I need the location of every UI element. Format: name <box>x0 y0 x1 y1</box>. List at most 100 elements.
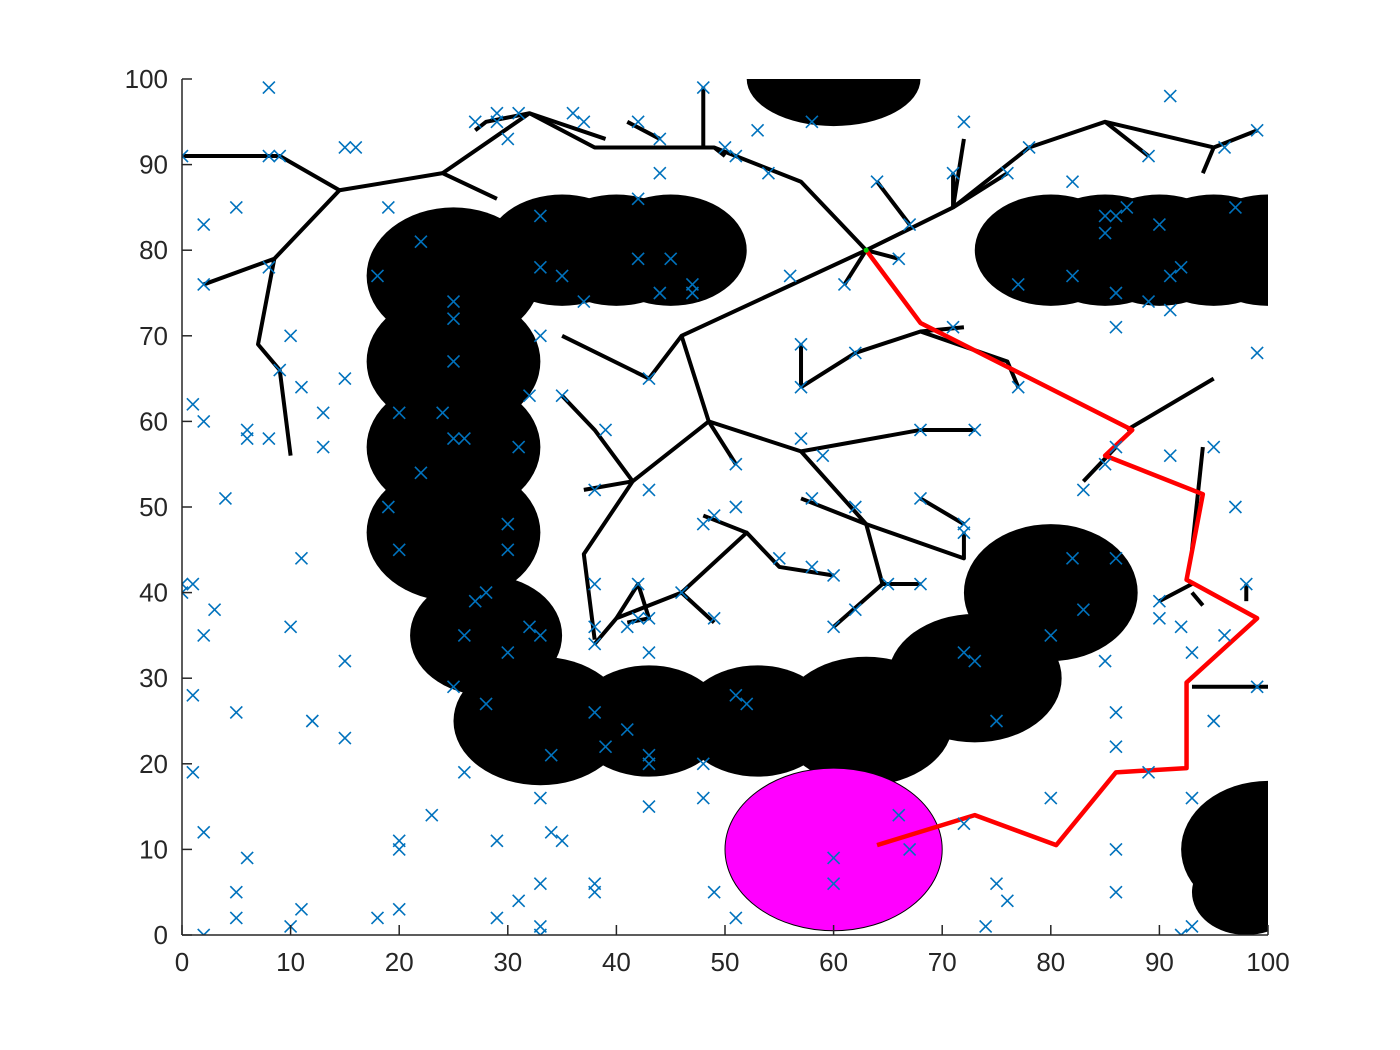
sample-point <box>1250 123 1264 137</box>
sample-point <box>827 851 841 865</box>
obstacle <box>594 194 747 306</box>
sample-point <box>794 431 808 446</box>
sample-point <box>653 166 667 180</box>
start-layer <box>863 247 869 253</box>
sample-point <box>772 551 786 565</box>
sample-point <box>182 149 189 163</box>
sample-point <box>729 688 743 702</box>
sample-point <box>1000 166 1014 180</box>
sample-point <box>229 911 243 925</box>
tree-edge <box>712 145 727 158</box>
tree-edge <box>528 111 607 141</box>
sample-point <box>1011 277 1025 292</box>
sample-point <box>1044 791 1058 805</box>
sample-point <box>848 603 862 617</box>
sample-point <box>642 483 656 497</box>
tree-edge <box>708 419 975 454</box>
sample-point <box>197 217 211 232</box>
sample-point <box>468 115 482 129</box>
sample-point <box>1098 226 1112 240</box>
obstacle <box>746 79 921 127</box>
sample-point <box>240 851 254 865</box>
sample-point <box>1239 577 1253 591</box>
tree-edge <box>707 420 738 466</box>
path-layer <box>864 248 1260 848</box>
sample-point <box>588 620 602 634</box>
tree-edge <box>865 248 900 261</box>
sample-point <box>294 551 309 565</box>
sample-point <box>783 269 797 283</box>
sample-point <box>989 714 1004 728</box>
y-tick-label: 10 <box>139 834 168 864</box>
sample-point <box>870 175 884 189</box>
sample-point <box>946 320 960 334</box>
sample-point <box>381 500 395 514</box>
x-tick-label: 40 <box>602 947 631 977</box>
tree-edge <box>626 120 661 141</box>
sample-point <box>696 757 710 771</box>
tree-edge <box>800 496 867 526</box>
sample-point <box>1141 294 1156 309</box>
sample-point <box>588 705 602 720</box>
sample-point <box>1076 483 1090 497</box>
obstacle <box>453 656 628 786</box>
sample-point <box>653 132 667 146</box>
sample-point <box>1217 140 1232 155</box>
sample-point <box>284 620 298 634</box>
sample-point <box>425 808 439 822</box>
sample-point <box>197 277 211 292</box>
sample-point <box>1250 680 1264 694</box>
sample-point <box>696 80 710 95</box>
sample-point <box>577 294 591 309</box>
sample-point <box>555 389 569 403</box>
y-tick-label: 90 <box>139 150 168 180</box>
sample-point <box>533 209 547 223</box>
sample-point <box>186 397 200 411</box>
sample-point <box>414 235 428 249</box>
sample-point <box>533 928 547 935</box>
sample-point <box>989 877 1004 891</box>
sample-point <box>262 149 276 163</box>
obstacle <box>366 464 541 602</box>
sample-point <box>197 825 211 839</box>
sample-point <box>182 586 189 600</box>
sample-point <box>1163 449 1177 463</box>
sample-point <box>533 791 547 805</box>
solution-path <box>864 248 1260 848</box>
sample-point <box>208 603 222 617</box>
sample-point <box>544 825 558 839</box>
sample-point <box>1065 175 1080 189</box>
sample-point <box>707 508 721 523</box>
sample-point <box>631 192 645 206</box>
tree-edge <box>799 329 1021 389</box>
sample-point <box>197 414 211 428</box>
sample-point <box>186 577 200 591</box>
sample-point <box>392 406 406 420</box>
sample-point <box>1065 269 1080 283</box>
sample-point <box>696 791 710 805</box>
sample-point <box>555 834 569 848</box>
y-tick-label: 50 <box>139 492 168 522</box>
sample-point <box>1065 551 1080 565</box>
y-tick-label: 40 <box>139 578 168 608</box>
sample-point <box>273 149 287 163</box>
sample-point <box>946 166 960 180</box>
sample-point <box>544 748 558 762</box>
sample-point <box>1174 928 1188 935</box>
sample-point <box>588 637 602 651</box>
tree-edge <box>702 513 748 535</box>
sample-point <box>468 594 482 608</box>
sample-point <box>1098 654 1112 668</box>
sample-point <box>338 654 352 668</box>
sample-point <box>186 765 200 779</box>
x-axis-ticks: 0 10 20 30 40 50 60 70 80 90 100 <box>175 925 1290 977</box>
sample-point <box>305 714 319 728</box>
sample-point <box>490 911 504 925</box>
sample-point <box>533 877 547 891</box>
sample-point <box>1228 500 1242 514</box>
sample-point <box>501 543 515 557</box>
tree-edge <box>1190 591 1205 607</box>
tree-edge <box>182 154 341 193</box>
sample-point <box>729 457 743 471</box>
sample-point <box>816 449 830 463</box>
